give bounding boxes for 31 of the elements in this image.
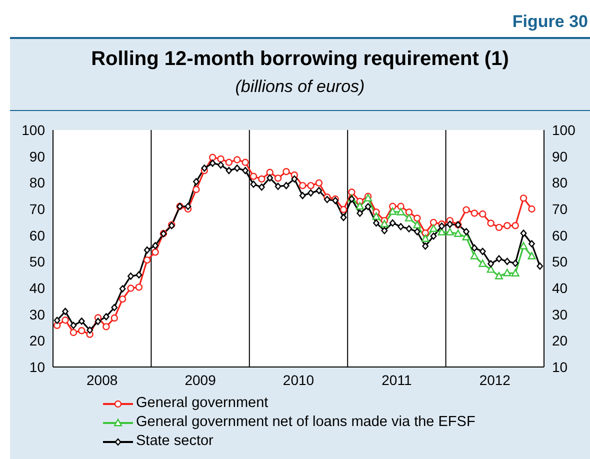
legend-label: General government [136,394,268,413]
y2-tick-label: 50 [552,254,568,270]
y2-tick-label: 90 [552,148,568,164]
y2-tick-label: 70 [552,200,568,217]
y2-tick-label: 100 [552,122,576,138]
y-tick-label: 70 [29,200,46,217]
x-tick-label: 2009 [184,372,216,388]
y2-tick-label: 40 [552,280,568,296]
x-tick-label: 2008 [86,372,118,388]
y-tick-label: 100 [22,122,46,138]
legend-label: State sector [136,432,214,451]
y2-tick-label: 10 [552,358,568,375]
y-tick-label: 90 [29,148,46,164]
chart-title: Rolling 12-month borrowing requirement (1) [90,48,510,71]
y-tick-label: 60 [29,227,46,244]
caption: Figure 30 [512,12,588,32]
legend-label: General government net of loans made via the EFSF [136,413,476,432]
y-tick-label: 20 [29,332,46,349]
y-tick-label: 40 [29,280,46,296]
y-tick-label: 80 [29,174,46,191]
x-tick-label: 2011 [382,372,412,388]
y2-tick-label: 60 [552,227,568,244]
y-tick-label: 50 [29,254,46,270]
y2-tick-label: 80 [552,174,568,191]
y-tick-label: 30 [29,306,46,322]
x-tick-label: 2012 [479,372,511,388]
y2-tick-label: 20 [552,332,568,349]
x-tick-label: 2010 [282,372,314,388]
y2-tick-label: 30 [552,306,568,322]
chart-subtitle: (billions of euros) [234,77,366,97]
y-tick-label: 10 [29,358,46,375]
